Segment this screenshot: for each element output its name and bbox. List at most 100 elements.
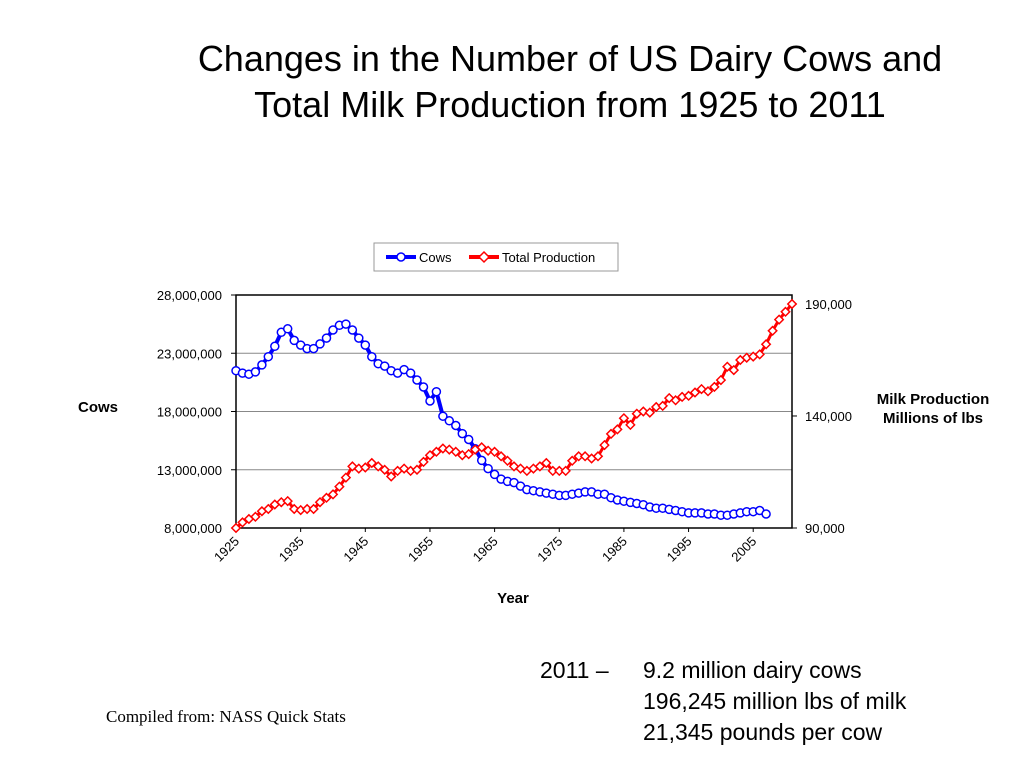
grid-layer [236,352,792,471]
left-tick-label: 18,000,000 [157,405,222,420]
data-point-total-production [308,503,319,515]
data-point-total-production [385,471,397,482]
data-point-cows [483,463,493,474]
data-point-cows [289,335,299,346]
data-point-total-production [579,451,591,462]
left-tick-label: 28,000,000 [157,288,222,303]
data-point-total-production [250,511,261,523]
data-point-cows [347,325,358,335]
data-point-total-production [683,390,694,402]
data-point-total-production [489,446,500,458]
data-point-total-production [495,451,507,462]
data-point-cows [476,455,487,466]
data-point-total-production [463,448,474,460]
data-point-total-production [288,503,300,515]
left-axis-ticks: 8,000,000 13,000,000 18,000,000 23,000,000 2… [157,288,236,536]
data-point-total-production [599,439,610,451]
data-point-total-production [321,492,332,504]
data-point-cows [354,333,364,343]
data-point-cows [457,428,468,439]
data-point-total-production [722,361,733,372]
data-point-total-production [327,489,339,500]
legend-marker-cows [396,252,406,262]
data-point-cows [282,324,293,334]
data-point-total-production [263,503,274,515]
left-tick-label: 8,000,000 [164,521,222,536]
data-point-cows [418,382,429,392]
data-point-total-production [314,496,326,508]
data-point-cows [321,333,332,343]
source-note: Compiled from: NASS Quick Stats [106,707,346,726]
x-tick-label: 1965 [470,534,501,565]
x-tick-label: 1935 [276,534,307,565]
data-point-cows [438,411,448,421]
right-axis-ticks: 90,000 140,000 190,000 [792,297,852,536]
dual-axis-line-chart: 8,000,000 13,000,000 18,000,000 23,000,000 2… [78,242,990,607]
data-point-total-production [786,298,798,310]
data-point-cows [328,325,338,335]
data-point-cows [451,420,461,431]
data-point-cows [308,343,319,354]
data-point-total-production [754,349,765,360]
data-point-total-production [625,419,636,431]
data-point-total-production [230,522,242,534]
legend-label-production: Total Production [502,250,595,265]
left-axis-title: Cows [78,399,118,416]
summary-line-cows: 9.2 million dairy cows [643,657,862,683]
series-line-total-production [235,303,794,530]
right-tick-label: 140,000 [805,409,852,424]
data-point-total-production [476,442,487,453]
data-point-total-production [709,381,720,393]
title-line-2: Total Milk Production from 1925 to 2011 [254,84,886,125]
data-point-cows [250,367,261,377]
data-point-cows [367,351,377,362]
data-point-total-production [418,456,429,468]
data-point-total-production [566,455,578,467]
summary-year: 2011 – [540,657,609,683]
left-tick-label: 23,000,000 [157,346,222,361]
data-point-total-production [689,387,701,398]
data-point-total-production [534,461,546,472]
data-point-cows [405,368,416,378]
data-point-total-production [767,325,778,337]
data-point-total-production [424,449,436,461]
right-axis-title-line-2: Millions of lbs [883,410,983,427]
data-point-cows [489,469,500,480]
data-point-total-production [502,455,513,467]
data-point-total-production [437,443,449,454]
x-tick-label: 1985 [599,534,630,565]
data-point-cows [425,396,435,406]
data-point-total-production [612,424,623,435]
right-tick-label: 190,000 [805,297,852,312]
data-point-total-production [431,446,442,458]
series-layer [230,298,798,534]
legend-label-cows: Cows [419,250,452,265]
legend-marker-production [477,250,491,264]
data-point-total-production [482,445,494,456]
data-point-total-production [702,386,714,397]
right-axis-title-line-1: Milk Production [877,391,990,408]
data-point-total-production [638,406,649,417]
data-point-cows [412,375,422,385]
left-tick-label: 13,000,000 [157,463,222,478]
title-line-1: Changes in the Number of US Dairy Cows a… [197,38,943,79]
data-point-total-production [618,412,630,424]
x-tick-label: 1955 [405,534,436,565]
x-tick-label: 1945 [340,534,371,565]
data-point-total-production [773,314,785,325]
summary-line-per-cow: 21,345 pounds per cow [643,719,883,745]
summary-line-milk: 196,245 million lbs of milk [643,688,907,714]
data-point-cows [315,339,325,349]
data-point-total-production [728,364,740,376]
x-axis-ticks: 1925 1935 1945 1955 1965 1975 1985 1995 2005 [211,528,759,565]
data-point-total-production [360,462,371,473]
data-point-total-production [605,428,617,440]
data-point-cows [431,386,442,397]
data-point-total-production [411,464,423,475]
data-point-cows [444,416,455,426]
x-tick-label: 1975 [534,534,565,565]
data-point-total-production [715,374,727,386]
data-point-total-production [334,481,345,492]
data-point-cows [761,509,771,519]
data-point-total-production [237,517,248,528]
